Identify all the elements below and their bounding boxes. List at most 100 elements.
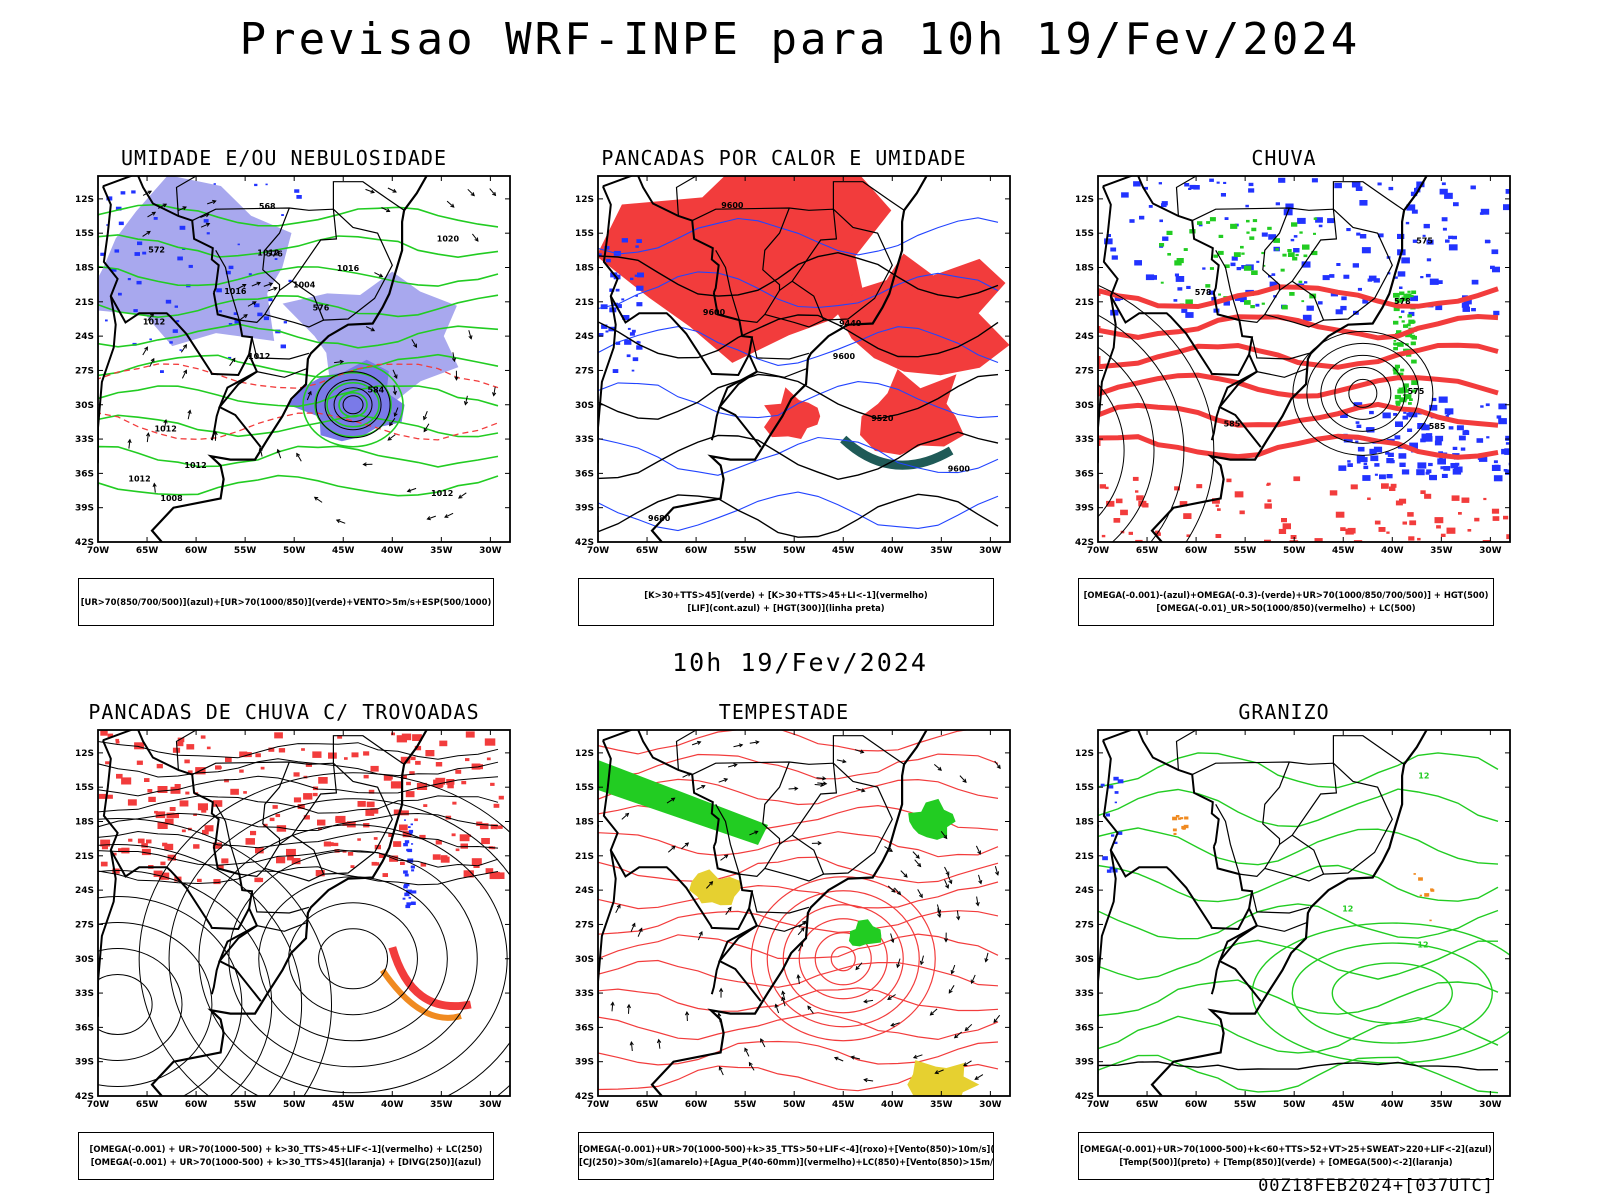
field-speck — [131, 190, 136, 194]
field-speck — [1417, 462, 1427, 469]
field-speck — [1402, 521, 1407, 525]
field-speck — [1367, 497, 1371, 500]
lat-tick-label: 18S — [75, 264, 94, 274]
field-speck — [1209, 178, 1214, 182]
field-speck — [274, 732, 283, 739]
field-speck — [1245, 204, 1249, 208]
field-speck — [1406, 412, 1412, 417]
field-speck — [1478, 456, 1488, 462]
state-border — [762, 761, 790, 845]
wind-vector-head — [151, 211, 157, 216]
lon-tick-label: 65W — [1136, 1100, 1159, 1110]
panel-title: PANCADAS DE CHUVA C/ TROVOADAS — [88, 700, 480, 724]
wind-vector — [247, 301, 257, 307]
field-speck — [118, 221, 124, 226]
streamline — [98, 866, 499, 886]
field-speck — [1363, 462, 1368, 465]
wind-vector-head — [754, 830, 759, 835]
field-speck — [1424, 493, 1432, 499]
state-border — [1191, 207, 1338, 324]
lat-tick-label: 24S — [1075, 332, 1094, 342]
plot-frame — [597, 729, 1011, 1097]
instability-patch — [860, 369, 964, 455]
field-speck — [1291, 222, 1298, 227]
temp850-contour — [1098, 788, 1499, 828]
field-speck — [225, 270, 231, 275]
wind-vector-head — [963, 1062, 968, 1067]
field-speck — [121, 777, 132, 785]
field-speck — [1485, 403, 1490, 407]
field-speck — [167, 854, 176, 861]
contour-value-label: 578 — [1195, 288, 1212, 297]
field-speck — [1460, 447, 1466, 451]
field-speck — [1399, 397, 1407, 403]
lon-tick-label: 70W — [87, 546, 110, 556]
field-speck — [1340, 412, 1348, 418]
field-speck — [1108, 785, 1114, 789]
field-speck — [423, 804, 428, 807]
wind-vector — [864, 999, 874, 1003]
field-speck — [230, 788, 239, 795]
lat-tick-label: 36S — [75, 469, 94, 479]
field-speck — [1282, 523, 1291, 530]
field-speck — [1293, 476, 1301, 482]
field-speck — [627, 327, 631, 330]
pressure-contour — [333, 387, 373, 423]
contour-value-label: 575 — [1416, 236, 1433, 245]
field-speck — [303, 815, 310, 820]
lat-tick-label: 30S — [575, 955, 594, 965]
wind-vector-head — [243, 314, 248, 319]
field-speck — [1461, 497, 1470, 503]
field-speck — [405, 883, 410, 887]
wind-vector-head — [187, 409, 192, 414]
streamline — [98, 818, 332, 1096]
field-speck — [233, 312, 238, 315]
field-speck — [268, 298, 273, 302]
field-speck — [1431, 397, 1437, 402]
field-speck — [1155, 532, 1161, 536]
streamline — [258, 876, 448, 1042]
streamline — [98, 830, 499, 849]
wind-vector — [180, 344, 187, 353]
field-speck — [263, 316, 269, 321]
state-border — [691, 761, 838, 878]
field-speck — [323, 841, 331, 847]
wind-vector — [146, 433, 149, 443]
contour-value-label: 1012 — [257, 249, 279, 258]
field-speck — [280, 344, 286, 349]
field-speck — [1446, 527, 1456, 534]
field-speck — [1205, 284, 1211, 288]
field-speck — [1287, 249, 1292, 253]
wind-vector-head — [629, 1040, 634, 1046]
streamline — [98, 775, 499, 797]
legend-line: [OMEGA(-0.001)+UR>70(1000-500)+k<60+TTS>… — [1080, 1144, 1492, 1154]
field-speck — [407, 848, 413, 853]
field-speck — [1429, 404, 1438, 411]
field-speck — [1176, 258, 1184, 264]
field-speck — [1180, 817, 1184, 820]
state-border — [1175, 176, 1199, 217]
field-speck — [1369, 448, 1377, 454]
wind-vector — [365, 326, 375, 332]
field-speck — [1443, 466, 1451, 471]
contour-value-label: 1004 — [293, 280, 316, 289]
wind-vector — [468, 330, 472, 339]
field-speck — [1486, 436, 1490, 439]
lat-tick-label: 42S — [1075, 1092, 1094, 1102]
field-speck — [1251, 227, 1257, 232]
wind-vector — [387, 434, 396, 441]
wind-vector-head — [146, 230, 151, 235]
state-border — [832, 735, 905, 765]
field-speck — [255, 753, 261, 758]
field-speck — [616, 304, 622, 309]
lon-tick-label: 40W — [1381, 546, 1404, 556]
contour-value-label: 12 — [1418, 771, 1429, 780]
field-speck — [435, 762, 443, 767]
field-speck — [239, 751, 248, 758]
wind-vector — [760, 1038, 766, 1048]
ascent-band — [1098, 313, 1499, 341]
field-speck — [172, 329, 178, 333]
field-speck — [197, 803, 208, 811]
field-speck — [1395, 403, 1401, 406]
lat-tick-label: 15S — [75, 229, 94, 239]
